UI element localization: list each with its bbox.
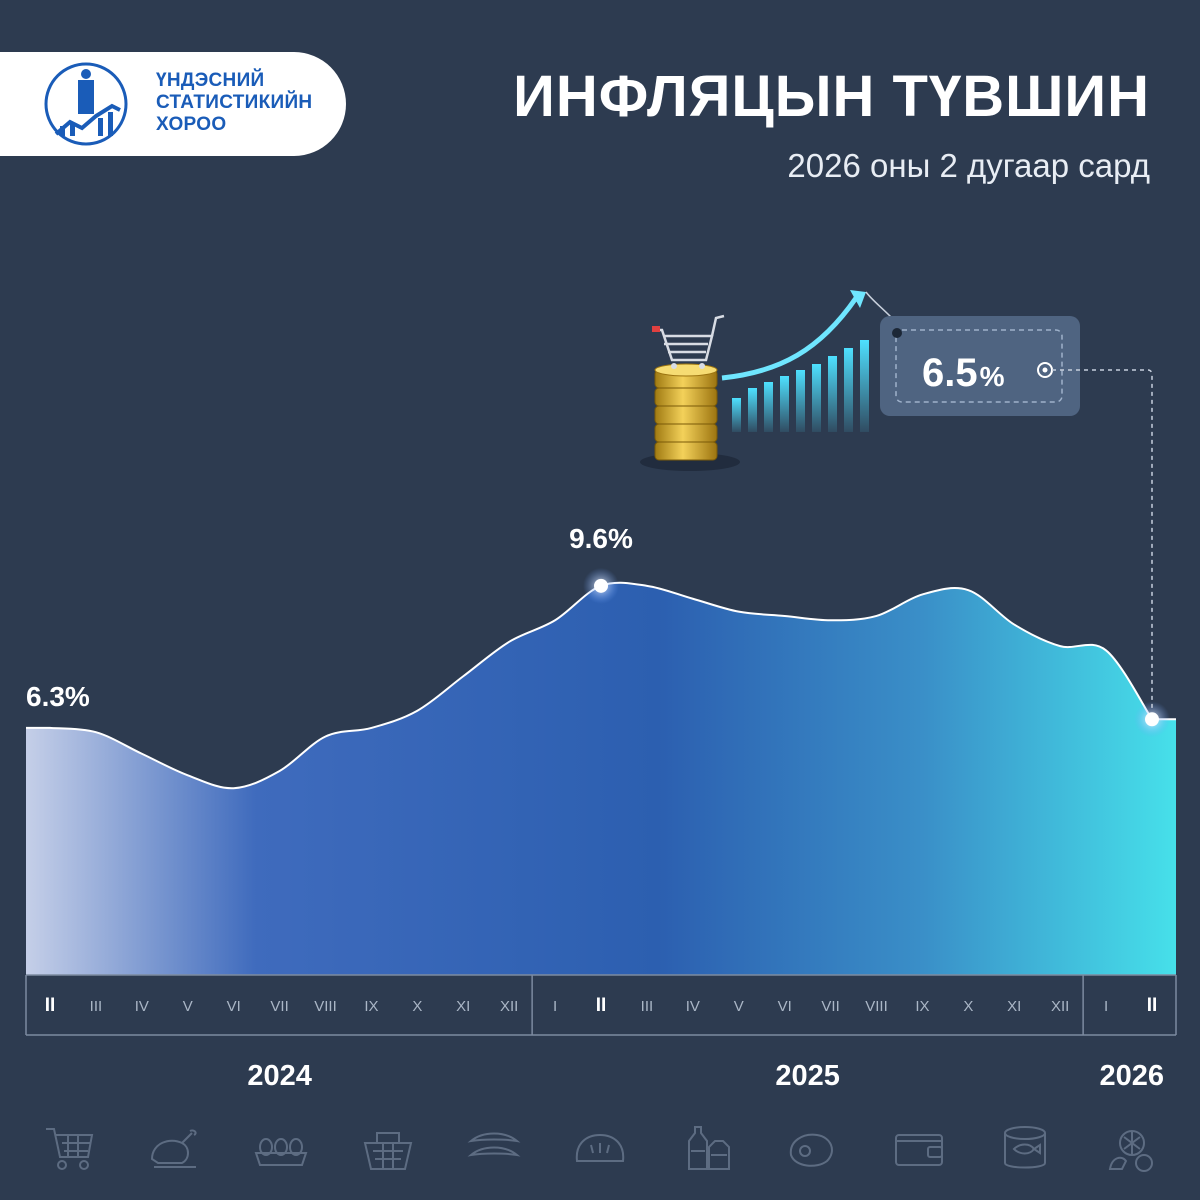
x-tick-label: II [45,995,56,1016]
logo-line: СТАТИСТИКИЙН [156,92,313,113]
x-tick-label: VI [227,998,241,1015]
bottles-icon [688,1126,731,1170]
data-label: 6.3% [26,681,90,712]
chicken-icon [151,1129,197,1168]
area-series [26,581,1176,975]
x-tick-label: VII [821,998,839,1015]
x-tick-label: IX [364,998,378,1015]
grocery-basket-icon [363,1132,412,1170]
vegetables-icon [1108,1130,1153,1172]
inflation-illustration-icon [640,290,893,471]
shopping-cart-icon [46,1128,94,1170]
data-point-marker [1145,712,1159,727]
callout-value: 6.5% [922,351,1005,395]
x-tick-label: IV [135,998,149,1015]
x-tick-label: I [1104,998,1108,1015]
x-tick-label: II [596,995,607,1016]
x-tick-label: I [553,998,557,1015]
canned-fish-icon [1003,1126,1046,1169]
x-tick-label: X [963,998,973,1015]
x-tick-label: III [90,998,103,1015]
logo-banner: ҮНДЭСНИЙ СТАТИСТИКИЙН ХОРОО [0,52,346,156]
callout-leader-line [1052,369,1153,712]
year-label: 2026 [1099,1060,1164,1092]
x-tick-label: V [734,998,744,1015]
x-tick-label: IX [915,998,929,1015]
year-label: 2024 [247,1060,312,1092]
x-tick-label: XII [500,998,518,1015]
x-tick-label: XII [1051,998,1069,1015]
sausage-icon [467,1132,521,1157]
bread-icon [575,1133,625,1162]
logo-line: ХОРОО [156,114,227,135]
page-subtitle: 2026 оны 2 дугаар сард [787,147,1150,184]
x-tick-label: XI [1007,998,1021,1015]
x-tick-label: VIII [865,998,888,1015]
x-tick-label: XI [456,998,470,1015]
latest-value-callout: 6.5% [880,316,1080,416]
logo-text: ҮНДЭСНИЙ СТАТИСТИКИЙН ХОРОО [156,70,312,136]
x-tick-label: VI [778,998,792,1015]
data-point-marker [594,578,608,593]
logo-line: ҮНДЭСНИЙ [156,70,265,91]
wallet-icon [894,1134,943,1166]
x-tick-label: III [641,998,654,1015]
x-tick-label: IV [686,998,700,1015]
nso-emblem-icon [44,62,128,146]
x-tick-label: VII [270,998,288,1015]
eggs-icon [254,1138,308,1166]
x-tick-label: II [1147,995,1158,1016]
area-fill [26,582,1176,975]
x-tick-label: VIII [314,998,337,1015]
x-tick-label: V [183,998,193,1015]
page-title: ИНФЛЯЦЫН ТҮВШИН [513,64,1150,129]
category-icons-row [40,1118,1160,1178]
data-label: 9.6% [569,523,633,554]
x-tick-label: X [412,998,422,1015]
year-label: 2025 [775,1060,840,1092]
meat-icon [790,1133,834,1167]
